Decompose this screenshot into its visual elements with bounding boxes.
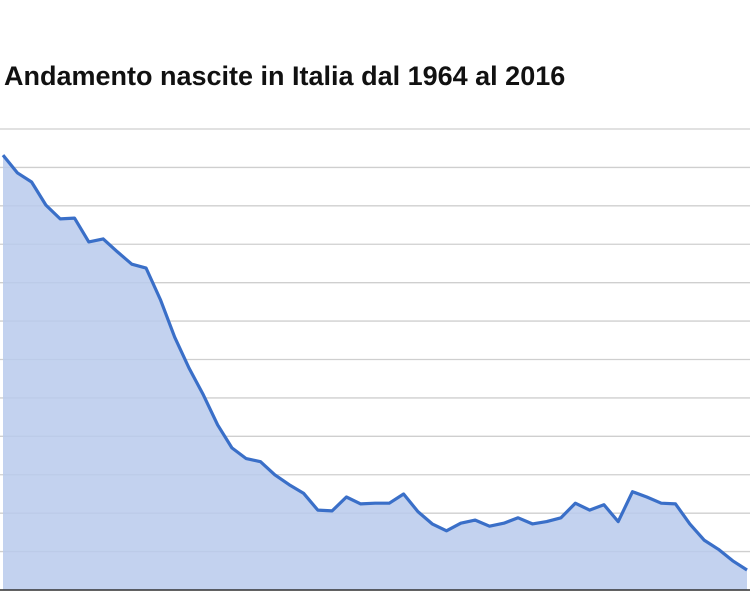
chart-title: Andamento nascite in Italia dal 1964 al … — [4, 61, 565, 91]
area-line — [1, 154, 748, 572]
area-fill — [3, 155, 747, 590]
